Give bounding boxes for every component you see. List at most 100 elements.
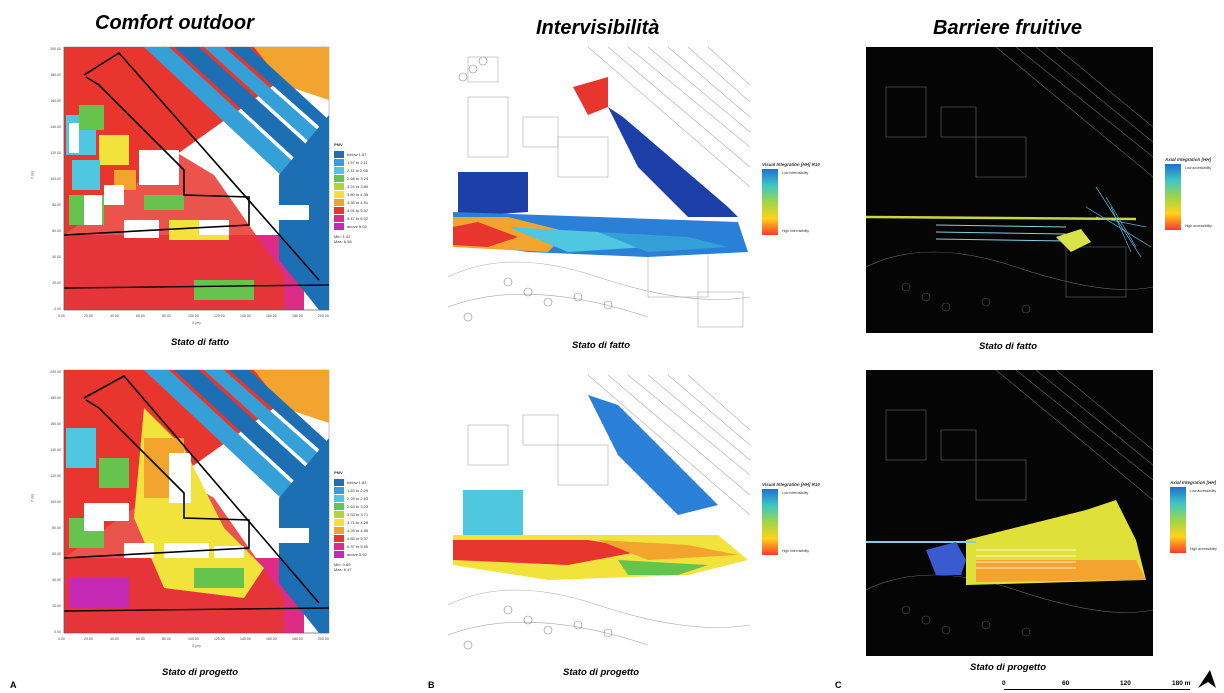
y-tick: 160.00 xyxy=(50,99,61,103)
y-tick: 120.00 xyxy=(50,474,61,478)
x-tick: 120.00 xyxy=(214,314,225,318)
legend-high-label: High accessibility xyxy=(1185,224,1212,228)
intervisibility-plan-bottom xyxy=(448,375,750,650)
pmv-legend-top: PMV below 1.57 1.57 to 2.11 2.11 to 2.68… xyxy=(334,142,368,244)
x-tick: 100.00 xyxy=(188,314,199,318)
scale-label: 0 xyxy=(1002,680,1006,687)
legend-max: Max: 6.58 xyxy=(334,239,352,244)
x-tick: 60.00 xyxy=(136,314,145,318)
intervisibility-plan-top xyxy=(448,47,750,328)
legend-gradient: Low intervisibility High intervisibility xyxy=(762,169,809,235)
legend-row: 3.80 to 4.35 xyxy=(334,190,368,198)
y-tick: 0.00 xyxy=(54,630,61,634)
legend-title: Visual Integration [HH] R10 xyxy=(762,162,820,167)
y-tick: 160.00 xyxy=(50,422,61,426)
caption-comfort-top: Stato di fatto xyxy=(170,337,230,348)
legend-row: 4.85 to 5.37 xyxy=(334,534,368,542)
legend-title: PMV xyxy=(334,142,343,147)
y-tick: 40.00 xyxy=(52,255,61,259)
legend-row: 5.37 to 5.90 xyxy=(334,542,368,550)
legend-row: 3.03 to 3.71 xyxy=(334,510,368,518)
y-tick: 80.00 xyxy=(52,203,61,207)
panel-letter-b: B xyxy=(428,680,435,690)
scale-line xyxy=(1004,689,1190,690)
x-tick: 100.00 xyxy=(188,637,199,641)
x-tick: 0.00 xyxy=(58,637,65,641)
y-tick: 0.00 xyxy=(54,307,61,311)
legend-row: 2.63 to 3.03 xyxy=(334,502,368,510)
caption-intervisibility-top: Stato di fatto xyxy=(571,340,631,351)
axial-map-bottom xyxy=(866,370,1153,656)
legend-row: below 1.83 xyxy=(334,478,368,486)
y-tick: 100.00 xyxy=(50,500,61,504)
comfort-map-top: 200.00 180.00 160.00 140.00 120.00 100.0… xyxy=(24,45,342,335)
comfort-heatmap-top xyxy=(63,46,330,311)
axial-plan-bottom xyxy=(866,370,1153,637)
legend-row: 2.11 to 2.68 xyxy=(334,166,368,174)
visual-integration-legend-bottom: Visual Integration [HH] R10 Low intervis… xyxy=(762,482,820,555)
panel-letter-a: A xyxy=(10,680,17,690)
y-tick: 40.00 xyxy=(52,578,61,582)
caption-comfort-bottom: Stato di progetto xyxy=(162,667,238,678)
panel-letter-c: C xyxy=(835,680,842,690)
y-tick: 180.00 xyxy=(50,73,61,77)
x-axis-label-bottom: X (m) xyxy=(192,644,201,648)
scale-label: 60 xyxy=(1062,680,1070,687)
legend-low-label: Low accessibility xyxy=(1190,489,1217,493)
legend-title: PMV xyxy=(334,470,343,475)
legend-high-label: High intervisibility xyxy=(782,549,810,553)
legend-row: 3.71 to 4.28 xyxy=(334,518,368,526)
legend-row: 3.24 to 3.80 xyxy=(334,182,368,190)
axial-integration-legend-bottom: Axial Integration [HH] Low accessibility… xyxy=(1170,480,1217,553)
legend-row: 2.68 to 3.24 xyxy=(334,174,368,182)
y-tick: 80.00 xyxy=(52,526,61,530)
legend-gradient: Low intervisibility High intervisibility xyxy=(762,489,809,555)
legend-high-label: High accessibility xyxy=(1190,547,1217,551)
legend-gradient: Low accessibility High accessibility xyxy=(1170,487,1217,553)
y-tick: 60.00 xyxy=(52,552,61,556)
x-tick: 80.00 xyxy=(162,314,171,318)
x-tick: 200.00 xyxy=(318,314,329,318)
legend-row: 4.91 to 5.47 xyxy=(334,206,368,214)
x-tick: 20.00 xyxy=(84,314,93,318)
legend-row: 1.57 to 2.11 xyxy=(334,158,368,166)
title-comfort-outdoor: Comfort outdoor xyxy=(95,12,254,34)
legend-title: Visual Integration [HH] R10 xyxy=(762,482,820,487)
x-tick: 140.00 xyxy=(240,314,251,318)
axial-map-top xyxy=(866,47,1153,333)
x-tick: 160.00 xyxy=(266,314,277,318)
y-tick: 200.00 xyxy=(50,370,61,374)
x-tick: 180.00 xyxy=(292,314,303,318)
x-tick: 80.00 xyxy=(162,637,171,641)
legend-row: below 1.57 xyxy=(334,150,368,158)
scale-label: 180 m xyxy=(1172,680,1191,687)
scale-bar: 0 60 120 180 m xyxy=(1000,676,1210,692)
y-tick: 120.00 xyxy=(50,151,61,155)
axial-plan-top xyxy=(866,47,1153,314)
caption-axial-top: Stato di fatto xyxy=(978,341,1038,352)
x-tick: 0.00 xyxy=(58,314,65,318)
y-tick: 180.00 xyxy=(50,396,61,400)
legend-max: Max: 6.47 xyxy=(334,567,352,572)
x-axis-label-top: X (m) xyxy=(192,321,201,325)
legend-min: Min: 0.89 xyxy=(334,562,351,567)
legend-row: above 5.92 xyxy=(334,550,368,558)
pmv-legend-bottom: PMV below 1.83 1.83 to 2.29 2.29 to 2.63… xyxy=(334,470,368,572)
legend-low-label: Low intervisibility xyxy=(782,491,809,495)
scale-label: 120 xyxy=(1120,680,1131,687)
visual-integration-legend-top: Visual Integration [HH] R10 Low intervis… xyxy=(762,162,820,235)
axial-integration-legend-top: Axial Integration [HH] Low accessibility… xyxy=(1165,157,1212,230)
title-intervisibilita: Intervisibilità xyxy=(536,17,660,39)
y-tick: 20.00 xyxy=(52,604,61,608)
legend-high-label: High intervisibility xyxy=(782,229,810,233)
x-tick: 60.00 xyxy=(136,637,145,641)
x-axis-ticks-bottom: 0.00 20.00 40.00 60.00 80.00 100.00 120.… xyxy=(58,637,338,643)
y-tick: 20.00 xyxy=(52,281,61,285)
legend-title: Axial Integration [HH] xyxy=(1165,157,1212,162)
y-axis-label-top: Y (m) xyxy=(30,170,35,180)
intervisibility-map-bottom xyxy=(448,375,750,660)
x-axis-ticks-top: 0.00 20.00 40.00 60.00 80.00 100.00 120.… xyxy=(58,314,338,320)
y-tick: 200.00 xyxy=(50,47,61,51)
legend-gradient: Low accessibility High accessibility xyxy=(1165,164,1212,230)
x-tick: 160.00 xyxy=(266,637,277,641)
